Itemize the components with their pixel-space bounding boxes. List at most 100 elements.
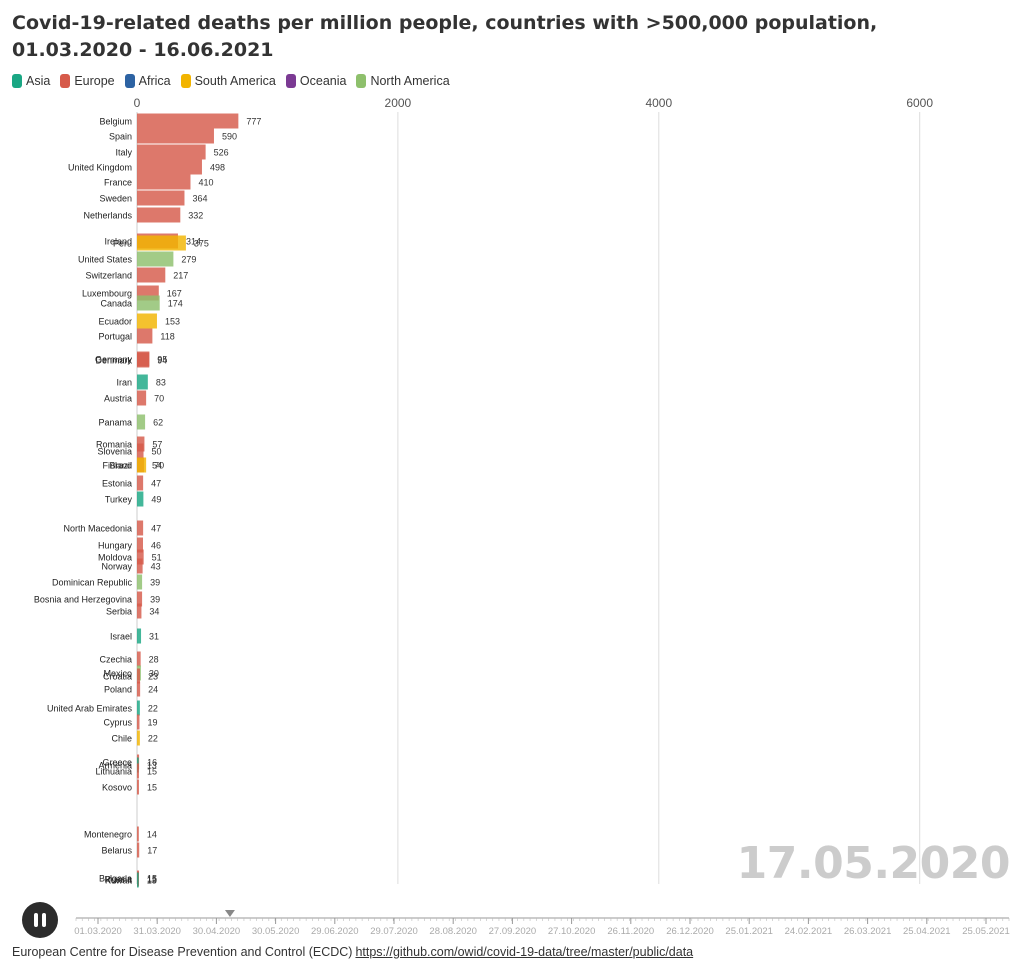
bar-poland[interactable] bbox=[137, 681, 141, 697]
country-label: Hungary bbox=[98, 541, 133, 551]
bar-kuwait[interactable] bbox=[137, 872, 139, 888]
timeline-tick-label: 25.05.2021 bbox=[962, 926, 1010, 937]
value-label: 279 bbox=[181, 255, 196, 265]
timeline-tick-label: 29.07.2020 bbox=[370, 926, 418, 937]
x-tick-label: 6000 bbox=[906, 96, 933, 110]
bar-denmark[interactable] bbox=[137, 352, 150, 368]
timeline-tick-label: 26.03.2021 bbox=[844, 926, 892, 937]
legend-swatch bbox=[180, 74, 191, 88]
legend-item-south-america[interactable]: South America bbox=[180, 74, 276, 88]
bar-cyprus[interactable] bbox=[137, 714, 140, 730]
timeline-tick-label: 27.10.2020 bbox=[548, 926, 596, 937]
current-date-label: 17.05.2020 bbox=[736, 838, 1011, 889]
bar-united-kingdom[interactable] bbox=[137, 159, 202, 175]
value-label: 28 bbox=[149, 655, 159, 665]
country-label: United Kingdom bbox=[68, 163, 132, 173]
bar-italy[interactable] bbox=[137, 144, 206, 160]
bar-croatia[interactable] bbox=[137, 668, 141, 684]
country-label: Panama bbox=[98, 418, 132, 428]
bar-dominican-republic[interactable] bbox=[137, 574, 143, 590]
bar-united-arab-emirates[interactable] bbox=[137, 700, 140, 716]
bar-hungary[interactable] bbox=[137, 537, 144, 553]
source-text: European Centre for Disease Prevention a… bbox=[12, 945, 353, 959]
bar-north-macedonia[interactable] bbox=[137, 520, 144, 536]
country-label: Mexico bbox=[103, 669, 132, 679]
x-tick-label: 2000 bbox=[385, 96, 412, 110]
bar-switzerland[interactable] bbox=[137, 267, 166, 283]
bar-slovenia[interactable] bbox=[137, 443, 144, 459]
bar-montenegro[interactable] bbox=[137, 826, 139, 842]
value-label: 51 bbox=[152, 553, 162, 563]
bar-united-states[interactable] bbox=[137, 251, 174, 267]
country-label: Italy bbox=[115, 148, 132, 158]
bar-lithuania[interactable] bbox=[137, 763, 139, 779]
value-label: 777 bbox=[246, 117, 261, 127]
country-label: Denmark bbox=[95, 356, 132, 366]
bar-bosnia-and-herzegovina[interactable] bbox=[137, 591, 143, 607]
country-label: Brazil bbox=[109, 461, 132, 471]
bar-france[interactable] bbox=[137, 174, 191, 190]
legend-swatch bbox=[60, 74, 71, 88]
bar-portugal[interactable] bbox=[137, 328, 153, 344]
bar-chile[interactable] bbox=[137, 730, 140, 746]
country-label: Lithuania bbox=[95, 767, 132, 777]
bar-netherlands[interactable] bbox=[137, 207, 181, 223]
bar-belarus[interactable] bbox=[137, 842, 140, 858]
value-label: 54 bbox=[152, 461, 162, 471]
bar-turkey[interactable] bbox=[137, 491, 144, 507]
timeline-tick-label: 31.03.2020 bbox=[133, 926, 181, 937]
country-label: Cyprus bbox=[103, 718, 132, 728]
country-label: Serbia bbox=[106, 607, 132, 617]
pause-button[interactable] bbox=[22, 902, 58, 938]
country-label: Finland bbox=[102, 461, 132, 471]
country-label: Armenia bbox=[98, 761, 132, 771]
country-label: Netherlands bbox=[83, 211, 132, 221]
country-label: Slovenia bbox=[97, 447, 132, 457]
bar-canada[interactable] bbox=[137, 295, 160, 311]
value-label: 15 bbox=[147, 875, 157, 885]
country-label: Belgium bbox=[99, 117, 132, 127]
value-label: 43 bbox=[151, 562, 161, 572]
country-label: Russia bbox=[104, 875, 132, 885]
country-label: Spain bbox=[109, 132, 132, 142]
value-label: 14 bbox=[147, 830, 157, 840]
bar-israel[interactable] bbox=[137, 628, 142, 644]
bar-peru[interactable] bbox=[137, 235, 186, 251]
timeline-handle[interactable] bbox=[224, 910, 235, 917]
bar-panama[interactable] bbox=[137, 414, 146, 430]
legend-label: North America bbox=[370, 74, 450, 88]
bar-ecuador[interactable] bbox=[137, 313, 157, 329]
bar-sweden[interactable] bbox=[137, 190, 185, 206]
bar-kosovo[interactable] bbox=[137, 779, 139, 795]
country-label: Ireland bbox=[104, 237, 132, 247]
value-label: 24 bbox=[148, 685, 158, 695]
country-label: Kuwait bbox=[105, 876, 133, 886]
chart-title: Covid-19-related deaths per million peop… bbox=[12, 12, 878, 61]
bar-estonia[interactable] bbox=[137, 475, 144, 491]
legend-item-oceania[interactable]: Oceania bbox=[285, 74, 346, 88]
bar-serbia[interactable] bbox=[137, 603, 142, 619]
bar-belgium[interactable] bbox=[137, 113, 239, 129]
bar-brazil[interactable] bbox=[137, 457, 147, 473]
value-label: 174 bbox=[168, 299, 183, 309]
country-label: Canada bbox=[100, 299, 132, 309]
value-label: 364 bbox=[192, 194, 207, 204]
value-label: 50 bbox=[152, 447, 162, 457]
country-label: Chile bbox=[111, 734, 132, 744]
bar-iran[interactable] bbox=[137, 374, 148, 390]
country-label: Moldova bbox=[98, 553, 132, 563]
legend-item-europe[interactable]: Europe bbox=[60, 74, 115, 88]
bar-czechia[interactable] bbox=[137, 651, 141, 667]
bar-spain[interactable] bbox=[137, 128, 214, 144]
bar-moldova[interactable] bbox=[137, 549, 144, 565]
legend-item-africa[interactable]: Africa bbox=[124, 74, 171, 88]
bar-norway[interactable] bbox=[137, 558, 143, 574]
country-label: Ecuador bbox=[98, 317, 132, 327]
source-link[interactable]: https://github.com/owid/covid-19-data/tr… bbox=[355, 945, 694, 959]
legend-label: Asia bbox=[26, 74, 51, 88]
legend-item-north-america[interactable]: North America bbox=[356, 74, 450, 88]
country-label: United States bbox=[78, 255, 133, 265]
bar-austria[interactable] bbox=[137, 390, 147, 406]
legend-item-asia[interactable]: Asia bbox=[12, 74, 50, 88]
